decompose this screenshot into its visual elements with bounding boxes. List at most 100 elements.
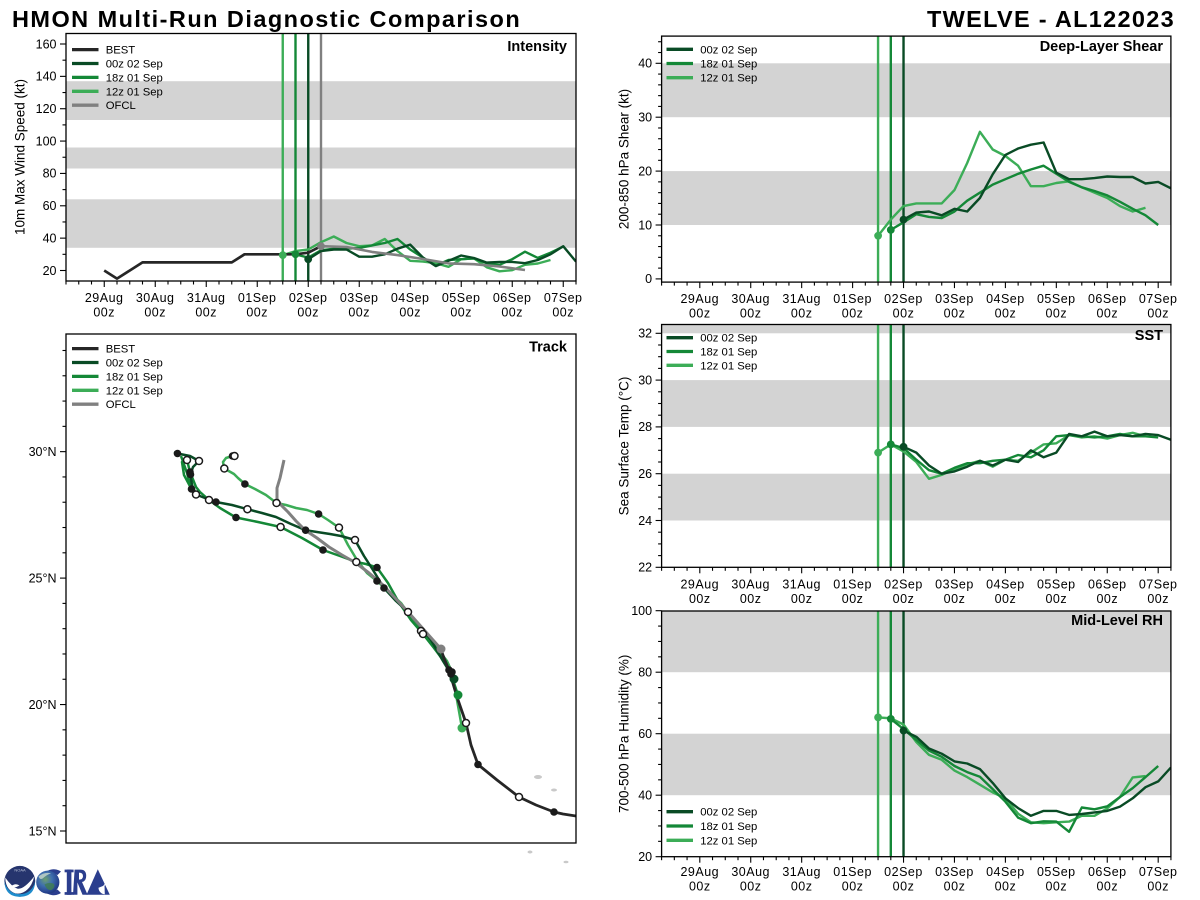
svg-text:12z 01 Sep: 12z 01 Sep: [700, 73, 757, 85]
svg-text:10m Max Wind Speed (kt): 10m Max Wind Speed (kt): [13, 79, 28, 235]
svg-text:00z: 00z: [144, 306, 166, 320]
svg-text:00z: 00z: [893, 879, 915, 893]
svg-text:0: 0: [645, 272, 652, 286]
svg-text:00z: 00z: [791, 592, 813, 606]
svg-text:00z: 00z: [740, 879, 762, 893]
svg-text:00z: 00z: [995, 592, 1017, 606]
svg-text:25°N: 25°N: [29, 571, 57, 585]
svg-text:40: 40: [638, 789, 652, 803]
svg-text:00z: 00z: [1045, 592, 1067, 606]
svg-text:200-850 hPa Shear (kt): 200-850 hPa Shear (kt): [617, 89, 632, 229]
svg-text:40: 40: [638, 57, 652, 71]
svg-text:18z 01 Sep: 18z 01 Sep: [700, 347, 757, 359]
svg-text:02Sep: 02Sep: [289, 291, 328, 305]
svg-text:00z: 00z: [740, 307, 762, 321]
svg-text:00z: 00z: [842, 592, 864, 606]
svg-text:00z: 00z: [842, 879, 864, 893]
svg-text:00z: 00z: [195, 306, 217, 320]
svg-text:30: 30: [638, 111, 652, 125]
svg-text:00z: 00z: [501, 306, 523, 320]
svg-text:03Sep: 03Sep: [935, 577, 974, 591]
svg-text:00z: 00z: [246, 306, 268, 320]
svg-text:01Sep: 01Sep: [833, 292, 872, 306]
svg-text:22: 22: [638, 561, 652, 575]
svg-text:160: 160: [36, 37, 57, 51]
svg-text:00z: 00z: [552, 306, 574, 320]
svg-text:00z: 00z: [399, 306, 421, 320]
svg-text:00z: 00z: [842, 307, 864, 321]
svg-text:29Aug: 29Aug: [680, 577, 719, 591]
svg-text:NOAA: NOAA: [14, 868, 26, 873]
svg-text:12z 01 Sep: 12z 01 Sep: [700, 360, 757, 372]
svg-text:31Aug: 31Aug: [782, 577, 821, 591]
svg-text:18z 01 Sep: 18z 01 Sep: [700, 59, 757, 71]
svg-text:00z: 00z: [995, 879, 1017, 893]
svg-text:06Sep: 06Sep: [1088, 865, 1127, 879]
svg-text:OFCL: OFCL: [106, 399, 136, 411]
svg-text:01Sep: 01Sep: [833, 577, 872, 591]
svg-text:00z 02 Sep: 00z 02 Sep: [700, 333, 757, 345]
svg-text:00z: 00z: [995, 307, 1017, 321]
svg-text:06Sep: 06Sep: [493, 291, 532, 305]
svg-text:07Sep: 07Sep: [1139, 292, 1178, 306]
svg-text:Track: Track: [529, 340, 568, 356]
svg-text:20: 20: [638, 164, 652, 178]
svg-text:06Sep: 06Sep: [1088, 577, 1127, 591]
svg-text:06Sep: 06Sep: [1088, 292, 1127, 306]
svg-text:18z 01 Sep: 18z 01 Sep: [700, 821, 757, 833]
svg-text:Mid-Level RH: Mid-Level RH: [1071, 613, 1163, 629]
svg-text:04Sep: 04Sep: [986, 292, 1025, 306]
svg-text:100: 100: [631, 604, 652, 618]
svg-text:BEST: BEST: [106, 45, 136, 57]
svg-text:20: 20: [43, 264, 57, 278]
svg-text:00z: 00z: [1147, 879, 1169, 893]
svg-text:15°N: 15°N: [29, 824, 57, 838]
svg-text:00z: 00z: [689, 592, 711, 606]
svg-text:00z: 00z: [1096, 307, 1118, 321]
svg-text:00z: 00z: [348, 306, 370, 320]
svg-text:26: 26: [638, 467, 652, 481]
svg-text:00z: 00z: [1045, 879, 1067, 893]
svg-text:OFCL: OFCL: [106, 100, 136, 112]
svg-text:02Sep: 02Sep: [884, 292, 923, 306]
svg-text:00z: 00z: [1096, 592, 1118, 606]
svg-text:04Sep: 04Sep: [391, 291, 430, 305]
svg-text:00z: 00z: [1096, 879, 1118, 893]
svg-text:00z: 00z: [893, 592, 915, 606]
svg-text:29Aug: 29Aug: [85, 291, 124, 305]
svg-text:00z: 00z: [689, 879, 711, 893]
svg-text:32: 32: [638, 327, 652, 341]
svg-text:05Sep: 05Sep: [442, 291, 481, 305]
svg-text:07Sep: 07Sep: [544, 291, 583, 305]
svg-text:00z: 00z: [1147, 307, 1169, 321]
svg-text:12z 01 Sep: 12z 01 Sep: [700, 835, 757, 847]
svg-text:04Sep: 04Sep: [986, 865, 1025, 879]
svg-text:Sea Surface Temp (°C): Sea Surface Temp (°C): [617, 377, 632, 516]
svg-text:00z 02 Sep: 00z 02 Sep: [700, 807, 757, 819]
svg-text:20°N: 20°N: [29, 698, 57, 712]
svg-text:00z 02 Sep: 00z 02 Sep: [700, 44, 757, 56]
svg-text:TWELVE - AL122023: TWELVE - AL122023: [927, 6, 1175, 32]
svg-text:10: 10: [638, 218, 652, 232]
svg-text:03Sep: 03Sep: [935, 865, 974, 879]
svg-text:18z 01 Sep: 18z 01 Sep: [106, 72, 163, 84]
svg-text:120: 120: [36, 102, 57, 116]
svg-text:01Sep: 01Sep: [238, 291, 277, 305]
svg-text:00z: 00z: [93, 306, 115, 320]
svg-text:31Aug: 31Aug: [187, 291, 226, 305]
svg-text:00z 02 Sep: 00z 02 Sep: [106, 59, 163, 71]
svg-text:03Sep: 03Sep: [935, 292, 974, 306]
svg-text:12z 01 Sep: 12z 01 Sep: [106, 385, 163, 397]
svg-text:BEST: BEST: [106, 344, 136, 356]
svg-text:29Aug: 29Aug: [680, 292, 719, 306]
svg-text:HMON Multi-Run Diagnostic Comp: HMON Multi-Run Diagnostic Comparison: [12, 6, 521, 32]
svg-text:60: 60: [43, 199, 57, 213]
svg-text:00z: 00z: [893, 307, 915, 321]
svg-text:04Sep: 04Sep: [986, 577, 1025, 591]
svg-text:12z 01 Sep: 12z 01 Sep: [106, 86, 163, 98]
svg-text:00z: 00z: [450, 306, 472, 320]
svg-text:20: 20: [638, 850, 652, 864]
svg-text:100: 100: [36, 134, 57, 148]
svg-text:30Aug: 30Aug: [731, 292, 770, 306]
svg-text:31Aug: 31Aug: [782, 292, 821, 306]
